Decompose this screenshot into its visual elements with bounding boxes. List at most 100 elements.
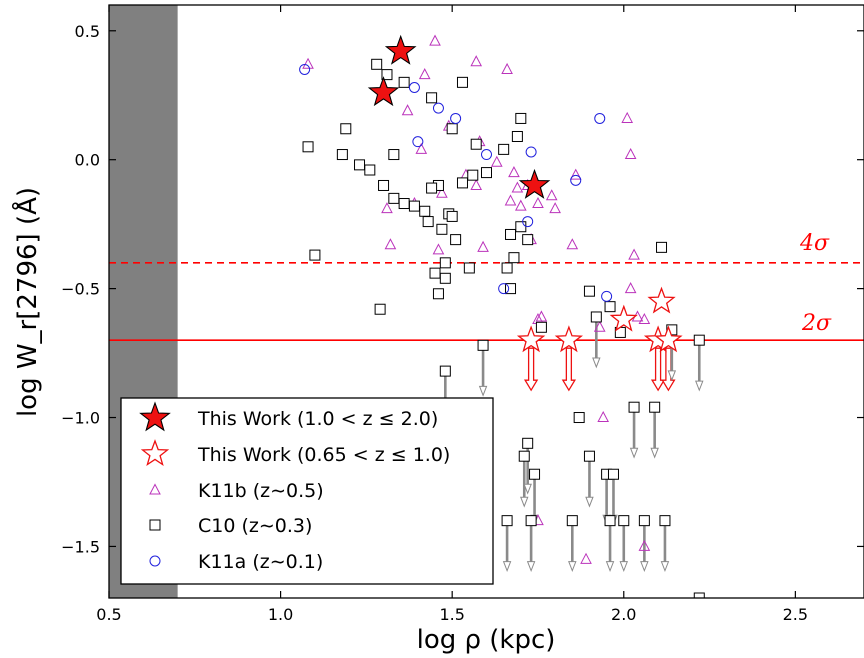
y-tick-label: −0.5 xyxy=(61,280,100,299)
point-square xyxy=(429,267,441,279)
point-square xyxy=(309,249,321,261)
point-square xyxy=(522,437,534,449)
threshold-label-2sigma: 2σ xyxy=(801,311,832,336)
point-circle xyxy=(601,290,613,302)
point-square xyxy=(364,164,376,176)
point-triangle xyxy=(384,238,397,250)
point-circle xyxy=(408,82,420,94)
upper-limit-arrow-head xyxy=(605,561,615,573)
point-square xyxy=(618,515,630,527)
point-triangle xyxy=(470,55,483,67)
point-square xyxy=(505,228,517,240)
threshold-label-4sigma: 4σ xyxy=(799,231,830,256)
y-tick-label: −1.0 xyxy=(61,409,100,428)
upper-limit-arrow xyxy=(561,347,577,392)
upper-limit-arrow-head xyxy=(478,385,488,397)
point-square xyxy=(501,515,513,527)
point-triangle xyxy=(638,539,651,551)
point-square xyxy=(302,141,314,153)
point-square xyxy=(336,149,348,161)
x-tick-label: 1.0 xyxy=(268,605,293,624)
upper-limit-arrow-head xyxy=(695,380,704,392)
point-circle xyxy=(450,112,462,124)
point-square xyxy=(436,223,448,235)
point-square xyxy=(477,339,489,351)
legend-marker-triangle xyxy=(149,483,161,495)
point-square xyxy=(378,179,390,191)
point-square xyxy=(638,515,650,527)
point-square xyxy=(432,288,444,300)
point-triangle xyxy=(504,194,517,206)
legend-marker-open-star xyxy=(140,439,170,467)
legend-label-filled-star: This Work (1.0 < z ≤ 2.0) xyxy=(197,408,438,430)
point-triangle xyxy=(545,189,558,201)
point-square xyxy=(604,301,616,313)
axis-ticks: 0.5 1.0 1.5 2.0 2.5 0.5 0.0 −0.5 −1.0 −1.5 xyxy=(61,5,864,624)
legend-marker-circle xyxy=(149,555,161,567)
point-square xyxy=(583,450,595,462)
point-square xyxy=(529,468,541,480)
x-tick-label: 1.5 xyxy=(439,605,464,624)
point-open-star xyxy=(554,325,583,353)
point-triangle xyxy=(514,199,527,211)
upper-limit-arrow-head xyxy=(650,447,659,459)
x-tick-label: 0.5 xyxy=(96,605,121,624)
upper-limit-arrow-head xyxy=(520,496,529,508)
upper-limit-arrow-head xyxy=(629,447,639,459)
point-circle xyxy=(412,136,424,148)
point-circle xyxy=(498,283,510,295)
point-triangle xyxy=(415,142,428,154)
point-square xyxy=(408,200,420,212)
upper-limit-arrow-head xyxy=(502,561,512,573)
point-triangle xyxy=(501,62,513,74)
point-open-star xyxy=(654,325,683,353)
point-triangle xyxy=(401,104,414,116)
point-square xyxy=(463,262,475,274)
point-square xyxy=(439,257,451,269)
legend-label-k11b: K11b (z∼0.5) xyxy=(198,480,324,502)
x-tick-label: 2.5 xyxy=(783,605,808,624)
point-filled-star xyxy=(518,168,551,199)
point-square xyxy=(604,515,616,527)
point-square xyxy=(607,468,619,480)
point-square xyxy=(470,138,482,150)
point-square xyxy=(450,234,462,246)
point-square xyxy=(439,272,451,284)
upper-limit-arrow-head xyxy=(592,357,601,369)
point-square xyxy=(628,401,640,413)
point-open-star xyxy=(647,286,676,314)
point-triangle xyxy=(381,202,393,214)
point-square xyxy=(419,205,431,217)
point-square xyxy=(649,401,661,413)
point-circle xyxy=(522,216,534,228)
point-open-star xyxy=(609,304,638,332)
point-circle xyxy=(570,174,582,186)
point-circle xyxy=(432,102,444,114)
point-square xyxy=(573,412,585,424)
legend-label-c10: C10 (z∼0.3) xyxy=(198,515,312,537)
upper-limit-arrow-head xyxy=(660,561,670,573)
point-open-star xyxy=(516,325,546,353)
point-square xyxy=(398,198,410,210)
x-axis-title: log ρ (kpc) xyxy=(417,625,556,655)
point-triangle xyxy=(569,168,582,180)
point-square xyxy=(505,283,517,295)
point-triangle xyxy=(429,34,441,46)
point-square xyxy=(446,123,458,135)
point-triangle xyxy=(470,178,483,190)
point-triangle xyxy=(624,282,637,294)
point-triangle xyxy=(638,312,651,325)
point-square xyxy=(693,592,705,598)
point-square xyxy=(693,334,705,346)
point-triangle xyxy=(532,196,544,209)
point-square xyxy=(659,515,671,527)
point-square xyxy=(522,234,534,246)
upper-limit-arrow-head xyxy=(667,370,677,382)
point-triangle xyxy=(477,240,489,252)
point-square xyxy=(508,252,520,264)
point-square xyxy=(515,112,527,124)
upper-limit-arrow-head xyxy=(619,561,629,573)
upper-limit-arrow-head xyxy=(585,496,594,508)
point-square xyxy=(535,321,547,333)
